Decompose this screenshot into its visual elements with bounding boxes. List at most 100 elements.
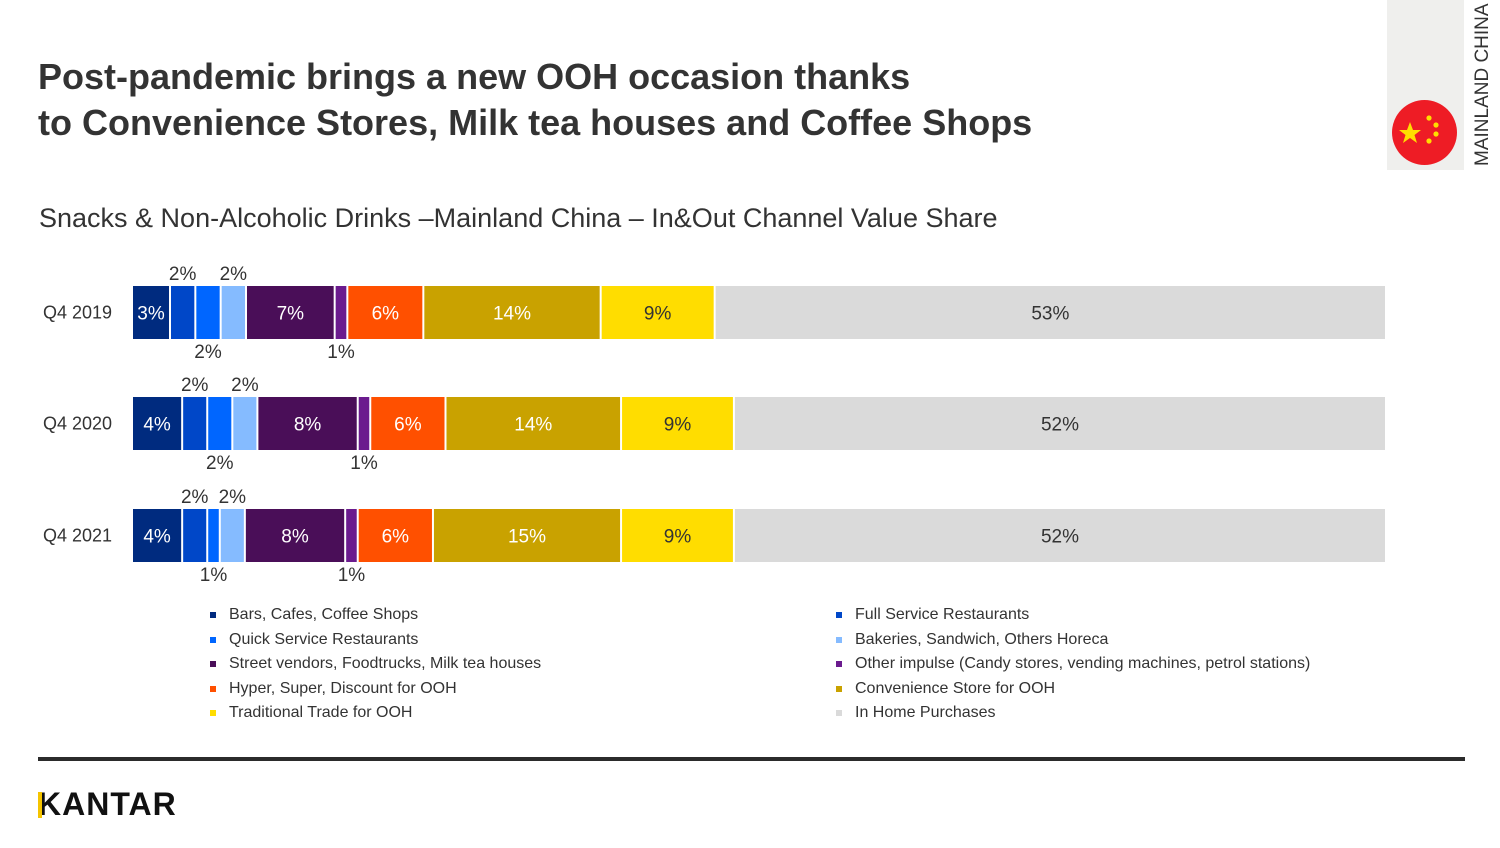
bar-segment xyxy=(208,509,219,562)
data-label: 9% xyxy=(664,415,692,436)
bar-segment xyxy=(220,509,244,562)
china-flag-icon xyxy=(1392,100,1457,165)
legend-label: Quick Service Restaurants xyxy=(229,630,419,648)
legend-swatch xyxy=(836,685,842,692)
legend-right: Full Service Restaurants Bakeries, Sandwi… xyxy=(836,603,1310,726)
bar-segment xyxy=(208,397,232,450)
data-label: 2% xyxy=(231,375,259,396)
data-label: 1% xyxy=(338,565,366,586)
bar-segment xyxy=(233,397,257,450)
bar-segment xyxy=(133,397,182,450)
stacked-bar-chart: Q4 2019 3%2%2%2%7%1%6% 14% 9% 53%Q4 2020 4%2%… xyxy=(43,264,1385,586)
category-label: Q4 2020 xyxy=(43,414,112,434)
data-label: 1% xyxy=(350,453,378,474)
legend-item: Hyper, Super, Discount for OOH xyxy=(210,677,541,702)
legend-swatch xyxy=(210,685,216,692)
bar-segment xyxy=(601,286,714,339)
data-label: 6% xyxy=(382,527,410,548)
data-label: 2% xyxy=(219,487,247,508)
legend-swatch xyxy=(836,636,842,643)
data-label: 7% xyxy=(277,304,305,325)
data-label: 2% xyxy=(181,487,209,508)
footer-divider xyxy=(38,757,1465,761)
data-label: 1% xyxy=(327,342,355,363)
legend-swatch xyxy=(210,636,216,643)
legend-label: Bars, Cafes, Coffee Shops xyxy=(229,606,419,624)
data-label: 2% xyxy=(206,453,234,474)
bar-segment xyxy=(133,286,169,339)
legend-label: Hyper, Super, Discount for OOH xyxy=(229,679,457,697)
data-label: 2% xyxy=(220,264,248,285)
bar-segment xyxy=(348,286,423,339)
legend-swatch xyxy=(836,612,842,619)
legend-swatch xyxy=(836,710,842,717)
legend-label: In Home Purchases xyxy=(855,704,996,722)
legend-swatch xyxy=(210,710,216,717)
data-label: 2% xyxy=(169,264,197,285)
legend-label: Other impulse (Candy stores, vending mac… xyxy=(855,655,1311,673)
bar-segment xyxy=(358,397,370,450)
bar-segment xyxy=(622,397,733,450)
legend-item: Convenience Store for OOH xyxy=(836,677,1310,702)
data-label: 52% xyxy=(1041,415,1079,436)
legend-swatch xyxy=(836,661,842,668)
data-label: 4% xyxy=(143,527,171,548)
data-label: 6% xyxy=(394,415,422,436)
bar-segment xyxy=(171,286,195,339)
data-label: 9% xyxy=(664,527,692,548)
data-label: 1% xyxy=(200,565,228,586)
data-label: 9% xyxy=(644,304,672,325)
legend-label: Street vendors, Foodtrucks, Milk tea hou… xyxy=(229,655,542,673)
bar-segment xyxy=(183,397,207,450)
legend-label: Full Service Restaurants xyxy=(855,606,1030,624)
legend-label: Convenience Store for OOH xyxy=(855,679,1056,697)
bar-segment xyxy=(346,509,357,562)
bar-segment xyxy=(622,509,733,562)
legend-item: Other impulse (Candy stores, vending mac… xyxy=(836,652,1310,677)
legend-label: Traditional Trade for OOH xyxy=(229,704,413,722)
bar-segment xyxy=(734,509,1385,562)
bar-segment xyxy=(371,397,445,450)
kantar-logo: KANTAR xyxy=(38,786,177,822)
legend-item: Traditional Trade for OOH xyxy=(210,701,541,726)
data-label: 2% xyxy=(181,375,209,396)
bar-segment xyxy=(183,509,207,562)
legend-item: Street vendors, Foodtrucks, Milk tea hou… xyxy=(210,652,541,677)
category-label: Q4 2019 xyxy=(43,303,112,323)
legend-swatch xyxy=(210,612,216,619)
data-label: 15% xyxy=(508,527,546,548)
bar-segment xyxy=(196,286,220,339)
data-label: 14% xyxy=(514,415,552,436)
bar-segment xyxy=(335,286,347,339)
data-label: 14% xyxy=(493,304,531,325)
legend-item: Bars, Cafes, Coffee Shops xyxy=(210,603,541,628)
data-label: 2% xyxy=(194,342,222,363)
bar-segment xyxy=(221,286,245,339)
data-label: 6% xyxy=(372,304,400,325)
data-label: 8% xyxy=(281,527,309,548)
bar-segment xyxy=(245,509,345,562)
bar-segment xyxy=(734,397,1385,450)
bar-segment xyxy=(424,286,600,339)
data-label: 8% xyxy=(294,415,322,436)
legend-item: Bakeries, Sandwich, Others Horeca xyxy=(836,628,1310,653)
category-label: Q4 2021 xyxy=(43,526,112,546)
legend-item: Full Service Restaurants xyxy=(836,603,1310,628)
data-label: 3% xyxy=(137,304,165,325)
data-label: 53% xyxy=(1031,304,1069,325)
legend-item: In Home Purchases xyxy=(836,701,1310,726)
data-label: 4% xyxy=(143,415,171,436)
bar-segment xyxy=(433,509,621,562)
legend-label: Bakeries, Sandwich, Others Horeca xyxy=(855,630,1109,648)
page-title: Post-pandemic brings a new OOH occasion … xyxy=(38,56,1033,143)
bar-segment xyxy=(446,397,621,450)
bar-segment xyxy=(258,397,357,450)
data-label: 52% xyxy=(1041,527,1079,548)
legend-left: Bars, Cafes, Coffee Shops Quick Service R… xyxy=(210,603,541,726)
legend-item: Quick Service Restaurants xyxy=(210,628,541,653)
chart-title: Snacks & Non-Alcoholic Drinks –Mainland … xyxy=(39,203,998,233)
bar-segment xyxy=(715,286,1385,339)
bar-segment xyxy=(133,509,182,562)
region-label: MAINLAND CHINA xyxy=(1472,3,1493,166)
bar-segment xyxy=(247,286,334,339)
